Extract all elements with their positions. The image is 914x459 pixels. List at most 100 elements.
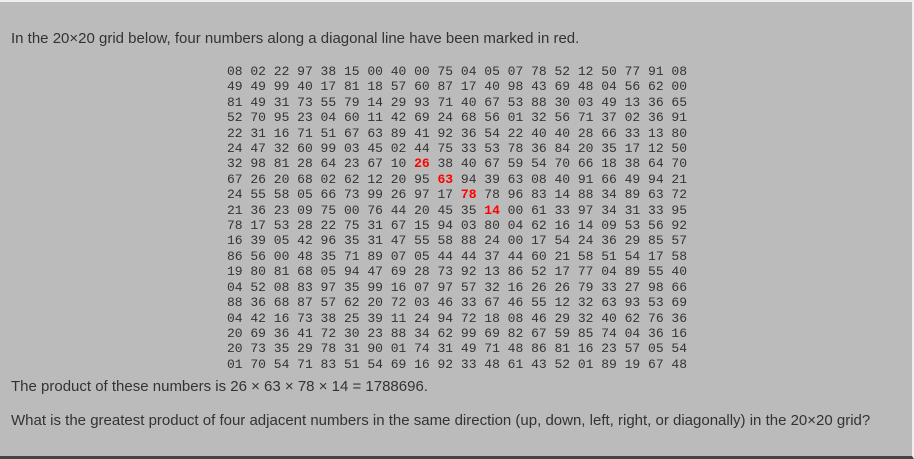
grid-cell: 47: [367, 264, 383, 280]
grid-cell: 32: [577, 295, 594, 311]
grid-cell: 99: [367, 279, 383, 295]
grid-cell: 04: [601, 264, 617, 280]
grid-cell: 31: [437, 341, 454, 357]
grid-cell: 37: [484, 248, 500, 264]
grid-cell: 20: [226, 325, 243, 341]
grid-cell: 21: [554, 248, 571, 264]
grid-cell: 60: [343, 110, 360, 126]
grid-cell: 62: [624, 310, 641, 326]
grid-cell: 18: [484, 310, 500, 326]
grid-cell: 49: [250, 79, 266, 95]
grid-cell: 33: [460, 356, 477, 372]
grid-cell: 98: [648, 279, 664, 295]
grid-cell: 71: [297, 356, 313, 372]
grid-cell: 55: [320, 94, 337, 110]
grid-cell: 87: [437, 79, 454, 95]
grid-row: 16 39 05 42 96 35 31 47 55 58 88 24 00 17 54 24 36 29 85 57: [0, 233, 914, 248]
grid-cell: 46: [531, 310, 547, 326]
grid-cell: 83: [297, 279, 313, 295]
grid-cell: 91: [648, 64, 664, 79]
grid-cell: 04: [624, 325, 641, 341]
grid-cell: 08: [531, 171, 547, 187]
grid-cell: 85: [577, 325, 594, 341]
intro-text: In the 20×20 grid below, four numbers al…: [11, 30, 580, 47]
grid-cell: 97: [437, 279, 454, 295]
grid-cell: 99: [320, 141, 337, 157]
grid-cell: 23: [601, 341, 617, 357]
grid-cell: 53: [507, 94, 524, 110]
grid-cell: 81: [273, 156, 290, 172]
grid-cell: 71: [484, 341, 500, 357]
grid-cell: 12: [554, 295, 571, 311]
grid-cell: 20: [226, 341, 243, 357]
grid-cell: 20: [390, 171, 407, 187]
grid-cell: 36: [250, 202, 266, 218]
grid-cell: 67: [484, 156, 500, 172]
grid-cell: 36: [250, 295, 266, 311]
grid-cell: 40: [601, 310, 617, 326]
grid-cell: 44: [507, 248, 524, 264]
grid-cell: 20: [273, 171, 290, 187]
grid-cell: 67: [484, 295, 500, 311]
grid-cell: 26: [250, 171, 266, 187]
grid-cell: 04: [601, 79, 617, 95]
grid-row: 22 31 16 71 51 67 63 89 41 92 36 54 22 40 40 28 66 33 13 80: [0, 126, 914, 141]
grid-cell: 00: [414, 64, 430, 79]
grid-cell: 52: [226, 110, 243, 126]
grid-cell: 77: [577, 264, 594, 280]
grid-row: 86 56 00 48 35 71 89 07 05 44 44 37 44 60 21 58 51 54 17 58: [0, 249, 914, 264]
grid-cell: 66: [601, 171, 617, 187]
grid-cell: 28: [297, 156, 313, 172]
grid-cell: 69: [671, 295, 688, 311]
grid-cell: 34: [414, 325, 430, 341]
product-text: The product of these numbers is 26 × 63 …: [11, 378, 428, 395]
grid-cell: 58: [437, 233, 454, 249]
grid-cell: 56: [648, 218, 664, 234]
grid-cell: 97: [297, 64, 313, 79]
grid-cell: 26: [531, 279, 547, 295]
grid-cell: 04: [460, 64, 477, 79]
grid-cell: 62: [343, 295, 360, 311]
grid-cell: 35: [460, 202, 477, 218]
grid-cell: 34: [601, 187, 617, 203]
grid-cell: 54: [484, 125, 500, 141]
grid-cell: 36: [648, 325, 664, 341]
grid-cell: 29: [554, 310, 571, 326]
grid-cell-highlighted: 78: [460, 187, 477, 203]
grid-cell: 42: [250, 310, 266, 326]
grid-cell: 94: [460, 171, 477, 187]
grid-row: 20 69 36 41 72 30 23 88 34 62 99 69 82 67 59 85 74 04 36 16: [0, 326, 914, 341]
grid-row: 19 80 81 68 05 94 47 69 28 73 92 13 86 52 17 77 04 89 55 40: [0, 264, 914, 279]
grid-cell: 49: [250, 94, 266, 110]
grid-cell: 23: [343, 156, 360, 172]
grid-cell: 82: [507, 325, 524, 341]
grid-cell: 38: [624, 156, 641, 172]
grid-cell: 74: [601, 325, 617, 341]
grid-cell: 91: [577, 171, 594, 187]
grid-cell: 36: [671, 310, 688, 326]
grid-cell: 89: [390, 125, 407, 141]
grid-row: 32 98 81 28 64 23 67 10 26 38 40 67 59 54 70 66 18 38 64 70: [0, 156, 914, 171]
grid-cell: 24: [226, 141, 243, 157]
grid-cell: 93: [624, 295, 641, 311]
grid-cell: 86: [507, 264, 524, 280]
grid-cell: 08: [226, 64, 243, 79]
grid-cell: 80: [250, 264, 266, 280]
grid-cell: 38: [437, 156, 454, 172]
grid-cell: 68: [297, 171, 313, 187]
grid-cell: 79: [343, 94, 360, 110]
grid-cell: 31: [624, 202, 641, 218]
grid-cell: 16: [671, 325, 688, 341]
grid-cell: 74: [414, 341, 430, 357]
grid-cell: 07: [390, 248, 407, 264]
grid-cell: 54: [367, 356, 383, 372]
grid-cell: 30: [343, 325, 360, 341]
grid-cell: 58: [273, 187, 290, 203]
grid-cell: 48: [577, 79, 594, 95]
grid-cell: 75: [320, 202, 337, 218]
grid-cell: 71: [577, 110, 594, 126]
grid-row: 21 36 23 09 75 00 76 44 20 45 35 14 00 61 33 97 34 31 33 95: [0, 203, 914, 218]
grid-cell: 92: [460, 264, 477, 280]
grid-cell: 02: [320, 171, 337, 187]
grid-cell: 03: [343, 141, 360, 157]
